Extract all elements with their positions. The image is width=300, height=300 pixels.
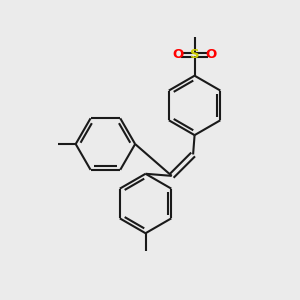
Text: S: S: [190, 48, 200, 62]
Text: O: O: [205, 48, 217, 62]
Text: O: O: [172, 48, 184, 62]
